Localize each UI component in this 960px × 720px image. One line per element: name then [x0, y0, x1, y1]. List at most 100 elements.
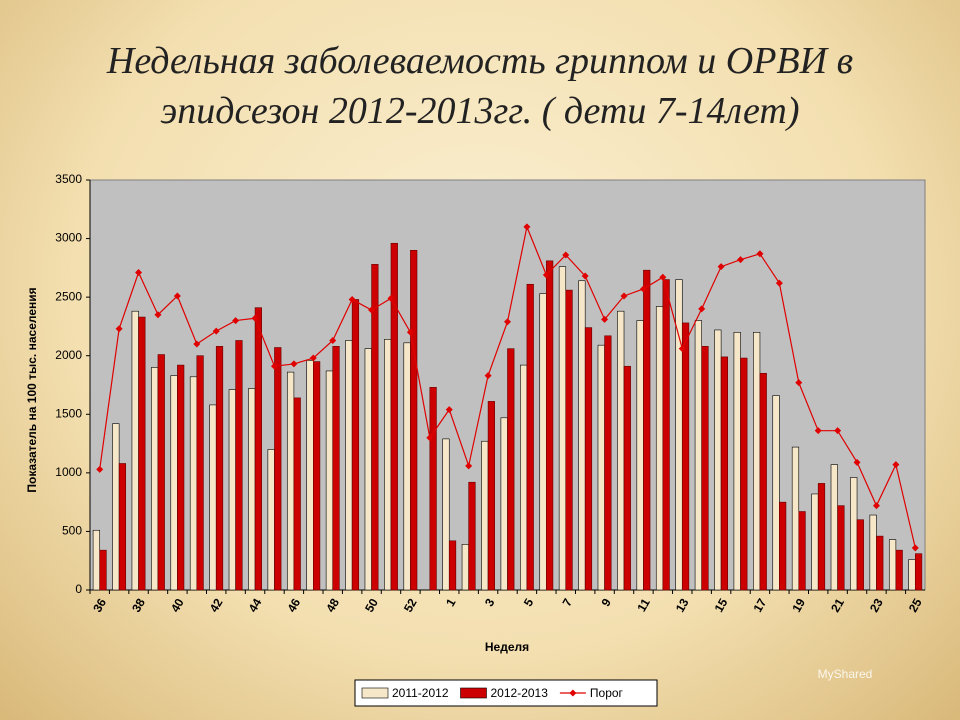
bar: [681, 322, 690, 591]
bar: [895, 549, 903, 591]
x-tick-label: 44: [246, 596, 265, 615]
x-tick-label: 23: [867, 596, 886, 615]
bar: [345, 340, 353, 591]
bar: [791, 446, 800, 591]
bar: [740, 357, 748, 591]
bar: [655, 306, 664, 591]
bar: [215, 346, 224, 591]
bar: [448, 540, 457, 591]
y-tick-label: 1500: [55, 406, 82, 420]
threshold-marker: [601, 315, 609, 323]
x-tick-label: 48: [323, 596, 342, 615]
y-axis-label: Показатель на 100 тыс. населения: [25, 287, 39, 492]
bar: [410, 249, 418, 591]
x-tick-label: 1: [443, 596, 459, 609]
bar: [507, 348, 515, 591]
bar: [170, 375, 178, 591]
bar: [189, 376, 198, 591]
bar: [714, 329, 722, 591]
legend-box: [354, 679, 658, 707]
threshold-marker: [426, 434, 434, 442]
bar: [623, 365, 631, 591]
bar: [694, 320, 702, 591]
threshold-marker: [96, 465, 104, 473]
threshold-marker: [309, 354, 317, 362]
bar: [876, 535, 884, 591]
bar: [837, 505, 845, 591]
y-tick-label: 2500: [55, 289, 82, 303]
bar: [461, 544, 469, 591]
x-axis-label: Неделя: [485, 640, 529, 654]
bar: [325, 370, 334, 591]
bar: [869, 514, 877, 591]
y-tick-label: 500: [62, 524, 82, 538]
threshold-marker: [270, 362, 278, 370]
bar: [332, 346, 340, 591]
bar: [351, 299, 360, 591]
bar: [248, 388, 256, 591]
threshold-marker: [523, 223, 531, 231]
threshold-marker: [620, 292, 628, 300]
bar: [131, 310, 139, 591]
bar: [500, 417, 508, 591]
x-tick-label: 46: [284, 596, 303, 615]
bar: [196, 355, 204, 591]
y-tick-label: 3500: [55, 172, 82, 186]
threshold-marker: [872, 502, 880, 510]
bar: [772, 395, 780, 591]
threshold-marker: [290, 360, 298, 368]
threshold-marker: [212, 327, 220, 335]
bar: [118, 463, 127, 591]
x-tick-label: 9: [598, 596, 614, 609]
threshold-marker: [504, 318, 511, 326]
threshold-marker: [562, 251, 570, 259]
threshold-marker: [445, 406, 453, 414]
x-tick-label: 17: [750, 596, 769, 615]
threshold-marker: [387, 294, 395, 302]
bar: [520, 364, 528, 591]
threshold-marker: [135, 269, 143, 277]
bar: [850, 477, 858, 591]
threshold-marker: [775, 279, 783, 287]
bar: [811, 493, 819, 591]
bar: [701, 346, 709, 591]
bar: [138, 316, 146, 591]
threshold-marker: [368, 306, 376, 314]
chart-title: Недельная заболеваемость гриппом и ОРВИ …: [106, 40, 854, 132]
bar: [209, 404, 217, 591]
bar: [371, 264, 379, 591]
bar: [856, 519, 864, 591]
legend-swatch: [460, 687, 487, 699]
bar: [177, 364, 185, 591]
x-tick-label: 42: [207, 596, 226, 615]
bar: [384, 339, 392, 591]
bar: [526, 283, 534, 591]
bar: [306, 360, 314, 591]
threshold-marker: [814, 427, 822, 435]
bar: [617, 310, 625, 591]
bar: [888, 539, 897, 591]
x-tick-label: 25: [906, 596, 925, 615]
bar: [643, 269, 651, 591]
bar: [442, 438, 450, 591]
threshold-marker: [834, 427, 842, 435]
bar: [565, 289, 573, 591]
bar: [662, 279, 670, 591]
threshold-marker: [154, 311, 162, 319]
watermark: MyShared: [818, 667, 873, 681]
x-tick-label: 5: [521, 596, 537, 609]
threshold-marker: [659, 273, 667, 281]
bar: [733, 331, 741, 591]
y-tick-label: 0: [75, 582, 82, 596]
legend-swatch: [361, 687, 389, 699]
bar: [112, 423, 120, 591]
threshold-marker: [911, 544, 919, 552]
x-tick-label: 38: [129, 596, 148, 615]
y-tick-label: 2000: [55, 348, 82, 362]
threshold-marker: [329, 336, 337, 344]
bar: [720, 356, 729, 591]
threshold-marker: [542, 271, 550, 279]
bar: [830, 464, 838, 591]
bar: [151, 367, 159, 591]
